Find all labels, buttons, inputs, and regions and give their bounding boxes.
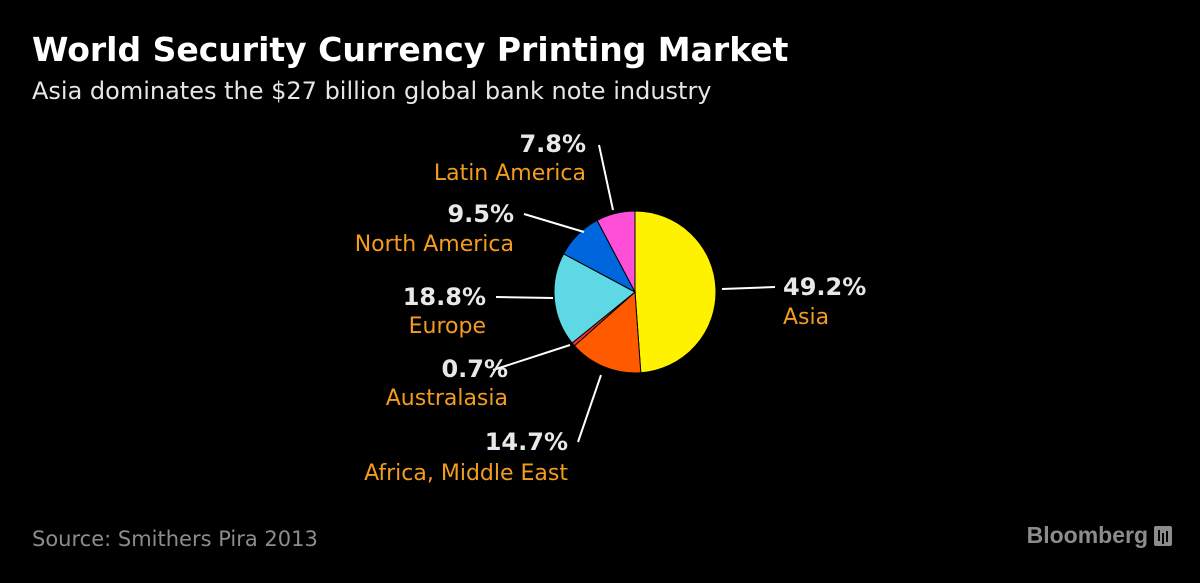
- leader-line: [598, 144, 614, 211]
- slice-value-label: 18.8%: [403, 283, 486, 311]
- slice-value-label: 49.2%: [783, 273, 866, 301]
- slice-category-label: North America: [355, 232, 514, 257]
- chart-title: World Security Currency Printing Market: [32, 30, 789, 69]
- leader-line: [495, 296, 554, 299]
- slice-category-label: Africa, Middle East: [364, 461, 568, 486]
- pie-slice-africa-middle-east: [573, 290, 642, 374]
- source-note: Source: Smithers Pira 2013: [32, 527, 318, 551]
- chart-subtitle: Asia dominates the $27 billion global ba…: [32, 77, 712, 105]
- leader-line: [492, 344, 571, 371]
- brand-wordmark: Bloomberg: [1026, 522, 1148, 548]
- bloomberg-icon: [1154, 525, 1172, 546]
- leader-lines: [492, 144, 776, 443]
- pie-slice-europe: [553, 253, 636, 344]
- pie-slice-asia: [634, 210, 717, 374]
- slice-category-label: Europe: [409, 314, 486, 339]
- slice-category-label: Latin America: [434, 161, 586, 186]
- leader-line: [523, 213, 585, 233]
- slice-value-label: 9.5%: [447, 200, 514, 228]
- bloomberg-logo: Bloomberg: [1027, 522, 1172, 549]
- slice-category-label: Australasia: [386, 386, 508, 411]
- slice-value-label: 0.7%: [441, 355, 508, 383]
- slice-value-label: 14.7%: [485, 428, 568, 456]
- leader-line: [721, 286, 776, 290]
- slice-category-label: Asia: [783, 305, 829, 330]
- pie-slices: [553, 210, 717, 374]
- pie-slice-latin-america: [596, 210, 636, 293]
- leader-line: [577, 374, 602, 443]
- slice-value-label: 7.8%: [519, 130, 586, 158]
- slice-labels: 49.2% Asia 14.7% Africa, Middle East 0.7% Aus…: [355, 130, 867, 486]
